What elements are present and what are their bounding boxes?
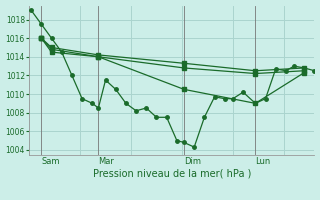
Text: Mar: Mar: [98, 157, 114, 166]
X-axis label: Pression niveau de la mer( hPa ): Pression niveau de la mer( hPa ): [92, 168, 251, 178]
Text: Dim: Dim: [184, 157, 201, 166]
Text: Lun: Lun: [255, 157, 271, 166]
Text: Sam: Sam: [41, 157, 60, 166]
